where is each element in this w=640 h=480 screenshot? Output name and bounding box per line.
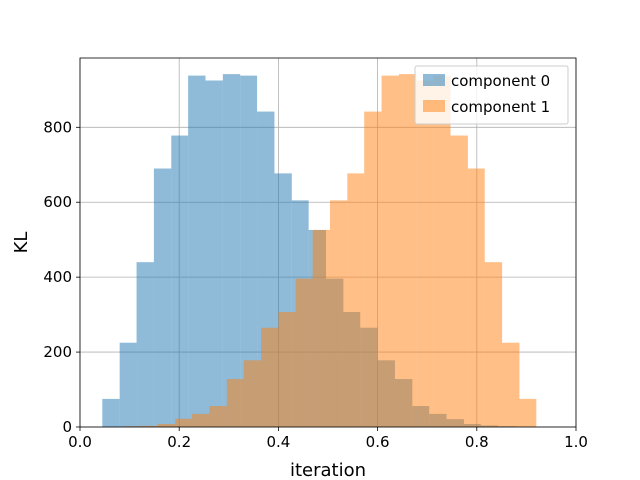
legend-swatch-component-1 bbox=[423, 100, 445, 112]
y-tick-label-4: 800 bbox=[43, 118, 72, 136]
histogram-bars bbox=[102, 74, 537, 427]
bar-series-1-bin-18 bbox=[416, 80, 434, 427]
bar-series-1-bin-20 bbox=[450, 135, 468, 427]
x-tick-label-5: 1.0 bbox=[564, 433, 588, 451]
bar-series-1-bin-8 bbox=[243, 360, 262, 427]
bar-series-1-bin-15 bbox=[364, 111, 382, 427]
bar-series-1-bin-21 bbox=[467, 168, 485, 427]
legend-box bbox=[414, 65, 569, 125]
x-tick-label-2: 0.4 bbox=[266, 433, 290, 451]
bar-series-1-bin-16 bbox=[381, 75, 399, 427]
bar-series-0-bin-8 bbox=[240, 75, 258, 427]
plot-frame bbox=[79, 57, 577, 428]
bar-series-0-bin-2 bbox=[136, 262, 154, 427]
bar-series-0-bin-3 bbox=[153, 168, 172, 427]
legend-label-component-0: component 0 bbox=[451, 72, 550, 90]
bar-series-1-bin-14 bbox=[347, 173, 365, 427]
bar-series-0-bin-6 bbox=[205, 80, 223, 427]
bar-series-0-bin-0 bbox=[102, 398, 120, 427]
bar-series-1-bin-23 bbox=[502, 342, 520, 427]
bar-series-1-bin-4 bbox=[175, 418, 193, 427]
bar-series-1-bin-7 bbox=[226, 379, 244, 427]
legend-label-component-1: component 1 bbox=[451, 98, 550, 116]
bar-series-0-bin-5 bbox=[188, 75, 206, 427]
bar-series-1-bin-12 bbox=[312, 229, 330, 427]
bar-series-1-bin-3 bbox=[157, 424, 176, 427]
bar-series-0-bin-7 bbox=[222, 74, 241, 427]
x-tick-label-4: 0.8 bbox=[465, 433, 489, 451]
y-tick-label-1: 200 bbox=[43, 343, 72, 361]
bar-series-0-bin-1 bbox=[119, 342, 137, 427]
y-tick-label-2: 400 bbox=[43, 268, 72, 286]
axis-ticks: 0.0 0.2 0.4 0.6 0.8 1.0 0 200 400 600 800 bbox=[43, 118, 588, 451]
legend-swatch-component-0 bbox=[423, 74, 445, 86]
bar-series-1-bin-5 bbox=[192, 413, 210, 427]
x-tick-label-0: 0.0 bbox=[68, 433, 92, 451]
y-axis-label: KL bbox=[11, 232, 32, 254]
bar-series-1-bin-2 bbox=[140, 425, 158, 427]
legend: component 0 component 1 bbox=[414, 65, 569, 125]
x-tick-label-3: 0.6 bbox=[366, 433, 390, 451]
y-tick-label-0: 0 bbox=[62, 418, 72, 436]
bar-series-1-bin-19 bbox=[433, 75, 451, 427]
bar-series-1-bin-6 bbox=[209, 406, 227, 427]
bar-series-1-bin-24 bbox=[519, 398, 537, 427]
x-tick-label-1: 0.2 bbox=[167, 433, 191, 451]
bar-series-1-bin-17 bbox=[398, 74, 417, 427]
bar-series-0-bin-4 bbox=[171, 135, 189, 427]
bar-series-1-bin-13 bbox=[329, 200, 348, 427]
x-axis-label: iteration bbox=[290, 460, 366, 480]
bar-series-1-bin-11 bbox=[295, 278, 313, 427]
bar-series-1-bin-9 bbox=[261, 327, 279, 427]
bar-series-1-bin-22 bbox=[484, 262, 503, 427]
bar-series-1-bin-10 bbox=[278, 311, 296, 427]
y-tick-label-3: 600 bbox=[43, 193, 72, 211]
